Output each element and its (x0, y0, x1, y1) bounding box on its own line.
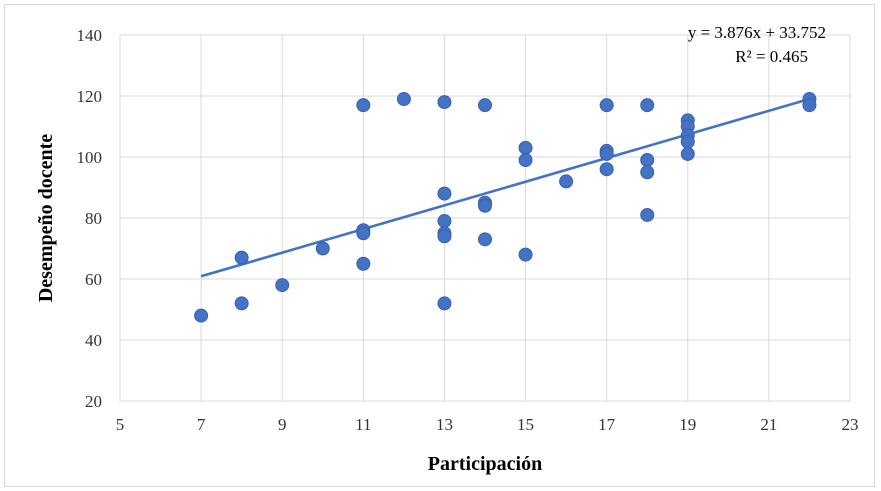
y-tick-labels: 20 40 60 80 100 120 140 (77, 26, 103, 411)
data-point (640, 165, 655, 180)
data-point (640, 98, 655, 113)
data-point (315, 241, 330, 256)
x-tick-label: 21 (760, 415, 777, 434)
data-point (599, 162, 614, 177)
chart-frame (4, 4, 875, 487)
data-point (640, 153, 655, 168)
data-points (194, 92, 817, 323)
y-tick-label: 120 (77, 87, 103, 106)
y-tick-label: 60 (85, 270, 102, 289)
data-point (275, 278, 290, 293)
data-point (437, 229, 452, 244)
x-tick-label: 13 (436, 415, 453, 434)
x-tick-label: 17 (598, 415, 616, 434)
x-tick-label: 5 (116, 415, 125, 434)
data-point (518, 153, 533, 168)
data-point (437, 214, 452, 229)
data-point (518, 247, 533, 262)
data-point (559, 174, 574, 189)
y-tick-label: 40 (85, 331, 102, 350)
data-point (396, 92, 411, 107)
data-point (802, 98, 817, 113)
y-tick-label: 140 (77, 26, 103, 45)
data-point (599, 98, 614, 113)
x-tick-labels: 5 7 9 11 13 15 17 19 21 23 (116, 415, 859, 434)
x-tick-label: 19 (679, 415, 696, 434)
data-point (234, 296, 249, 311)
data-point (437, 95, 452, 110)
y-tick-label: 80 (85, 209, 102, 228)
data-point (478, 98, 492, 113)
x-tick-label: 15 (517, 415, 534, 434)
trendline-equation: y = 3.876x + 33.752 (688, 23, 826, 42)
trendline-group (200, 97, 810, 278)
data-point (234, 250, 249, 265)
data-point (194, 308, 209, 323)
x-axis-title: Participación (428, 453, 542, 475)
data-point (478, 232, 492, 247)
data-point (680, 134, 695, 149)
data-point (599, 146, 614, 161)
data-point (437, 186, 452, 201)
data-point (478, 198, 492, 213)
data-point (437, 296, 452, 311)
y-axis-title: Desempeño docente (35, 134, 57, 302)
data-point (356, 256, 371, 271)
data-point (356, 226, 371, 241)
data-point (680, 146, 695, 161)
data-point (356, 98, 371, 113)
x-tick-label: 7 (197, 415, 206, 434)
trendline-r-squared: R² = 0.465 (735, 47, 808, 66)
x-tick-label: 9 (278, 415, 287, 434)
y-tick-label: 20 (85, 392, 102, 411)
y-tick-label: 100 (77, 148, 103, 167)
trendline (200, 97, 810, 278)
data-point (640, 207, 655, 222)
data-point (518, 140, 533, 155)
grid-lines (119, 34, 851, 402)
x-tick-label: 11 (355, 415, 371, 434)
x-tick-label: 23 (842, 415, 859, 434)
